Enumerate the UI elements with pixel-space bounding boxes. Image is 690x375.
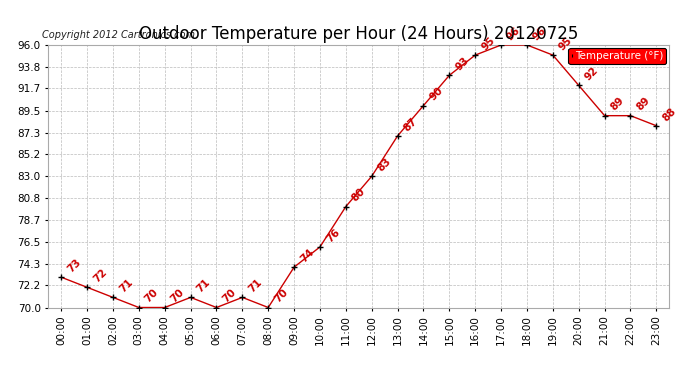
- Text: 71: 71: [195, 277, 213, 295]
- Text: Copyright 2012 Cartronics.com: Copyright 2012 Cartronics.com: [42, 30, 195, 40]
- Legend: Temperature (°F): Temperature (°F): [569, 48, 666, 64]
- Text: 71: 71: [117, 277, 135, 295]
- Text: 89: 89: [609, 96, 626, 113]
- Text: 73: 73: [66, 257, 83, 274]
- Text: 70: 70: [143, 287, 161, 305]
- Text: 70: 70: [169, 287, 186, 305]
- Text: 95: 95: [480, 35, 497, 52]
- Text: 70: 70: [273, 287, 290, 305]
- Text: 70: 70: [221, 287, 238, 305]
- Text: 90: 90: [428, 86, 445, 103]
- Text: 72: 72: [91, 267, 109, 285]
- Text: 92: 92: [583, 65, 600, 82]
- Text: 96: 96: [505, 25, 522, 42]
- Text: 87: 87: [402, 116, 420, 133]
- Text: 95: 95: [557, 35, 574, 52]
- Text: 83: 83: [376, 156, 393, 174]
- Text: 88: 88: [660, 106, 678, 123]
- Text: 93: 93: [453, 55, 471, 72]
- Text: 71: 71: [246, 277, 264, 295]
- Text: 80: 80: [350, 186, 367, 204]
- Text: 89: 89: [635, 96, 652, 113]
- Text: 74: 74: [298, 247, 316, 264]
- Text: 76: 76: [324, 227, 342, 244]
- Text: 96: 96: [531, 25, 549, 42]
- Title: Outdoor Temperature per Hour (24 Hours) 20120725: Outdoor Temperature per Hour (24 Hours) …: [139, 26, 578, 44]
